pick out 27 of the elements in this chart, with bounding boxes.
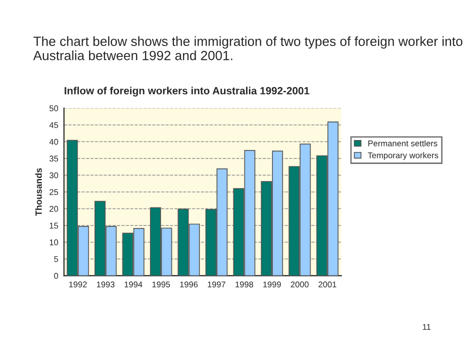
legend-label: Permanent settlers — [368, 140, 438, 146]
y-tick-label: 30 — [49, 172, 58, 178]
y-tick-label: 45 — [49, 122, 58, 128]
y-tick-label: 40 — [49, 138, 58, 145]
x-tick-label: 1992 — [69, 281, 87, 288]
chart-title: The chart below shows the immigration of two types of foreign worker into Australia between 1992 and 2001. — [33, 36, 462, 60]
x-tick-label: 1995 — [152, 281, 170, 288]
text: 11 — [422, 324, 431, 330]
x-tick-label: 1998 — [236, 281, 254, 288]
x-tick-label: 1994 — [124, 281, 142, 288]
x-tick-label: 2001 — [318, 281, 336, 288]
x-tick-label: 1996 — [180, 281, 198, 288]
y-tick-label: 0 — [54, 272, 58, 279]
x-tick-label: 1997 — [208, 281, 226, 288]
y-tick-label: 10 — [50, 239, 58, 246]
y-tick-label: 15 — [50, 222, 58, 229]
x-tick-label: 1993 — [96, 281, 114, 288]
y-tick-label: 35 — [49, 156, 58, 162]
y-tick-label: 25 — [50, 189, 58, 196]
y-axis-title: Thousands — [35, 168, 42, 216]
y-tick-label: 50 — [50, 105, 58, 112]
x-tick-label: 2000 — [290, 281, 309, 288]
chart-subtitle: Inflow of foreign workers into Australia 1992-2001 — [64, 86, 310, 97]
y-tick-label: 5 — [54, 256, 58, 262]
y-tick-label: 20 — [50, 206, 58, 212]
x-tick-label: 1999 — [263, 281, 281, 288]
legend-label: Temporary workers — [368, 152, 438, 160]
